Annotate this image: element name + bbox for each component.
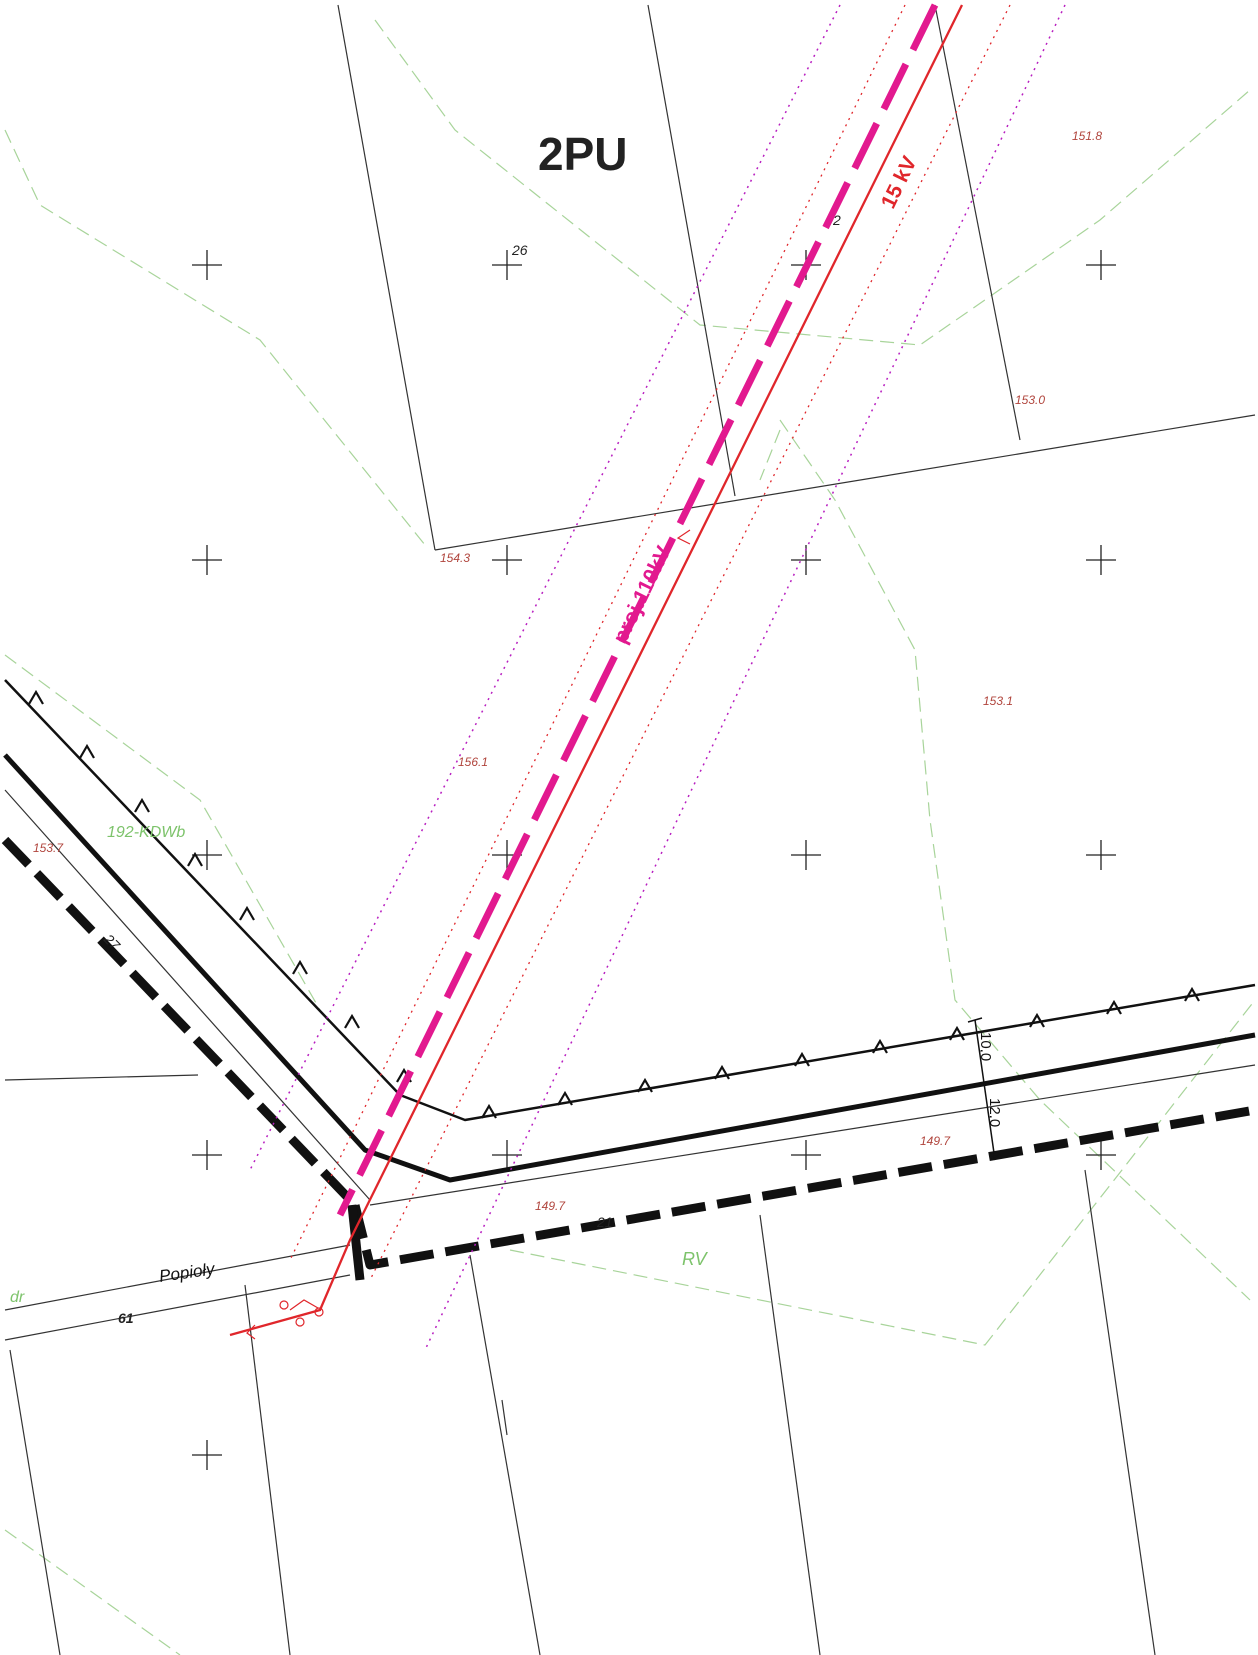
label-proj-110kv: proj.110kV xyxy=(609,543,676,648)
landuse-label-192: 192-KDWb xyxy=(107,824,185,841)
elevation-149-7-b: 149.7 xyxy=(535,1199,566,1213)
parcel-number-21: 21 xyxy=(596,1214,613,1230)
elevation-153-1: 153.1 xyxy=(983,694,1013,708)
landuse-label-dr: dr xyxy=(10,1289,25,1306)
elevation-151-8: 151.8 xyxy=(1072,129,1102,143)
elevation-156-1: 156.1 xyxy=(458,755,488,769)
parcel-number-61: 61 xyxy=(118,1310,134,1326)
landuse-boundaries xyxy=(4,19,1256,1655)
dimension-lines xyxy=(967,1017,1005,1161)
elevation-154-3: 154.3 xyxy=(440,551,470,565)
parcel-number-27: 27 xyxy=(100,930,124,954)
landuse-label-rv: RV xyxy=(682,1249,709,1269)
road-edges xyxy=(1,679,1256,1281)
parcel-number-2: 2 xyxy=(832,212,841,228)
zone-label: 2PU xyxy=(538,128,627,180)
elevation-153-0: 153.0 xyxy=(1015,393,1045,407)
line-existing-15kv xyxy=(229,4,964,1337)
dimension-12: 12,0 xyxy=(986,1098,1003,1127)
buffer-lines-15kv xyxy=(289,4,1011,1281)
street-name: Popioły xyxy=(158,1259,217,1286)
dimension-10: 10,0 xyxy=(977,1032,994,1061)
line-projected-110kv xyxy=(336,3,939,1217)
parcel-number-26: 26 xyxy=(511,242,528,258)
buffer-lines-110kv xyxy=(249,4,1066,1351)
elevation-153-7: 153.7 xyxy=(33,841,64,855)
parcel-lines xyxy=(4,4,1256,1655)
pole-symbols xyxy=(246,529,691,1340)
elevation-149-7-a: 149.7 xyxy=(920,1134,951,1148)
grid-crosses xyxy=(192,250,1116,1470)
embankment-marks xyxy=(28,689,1200,1119)
